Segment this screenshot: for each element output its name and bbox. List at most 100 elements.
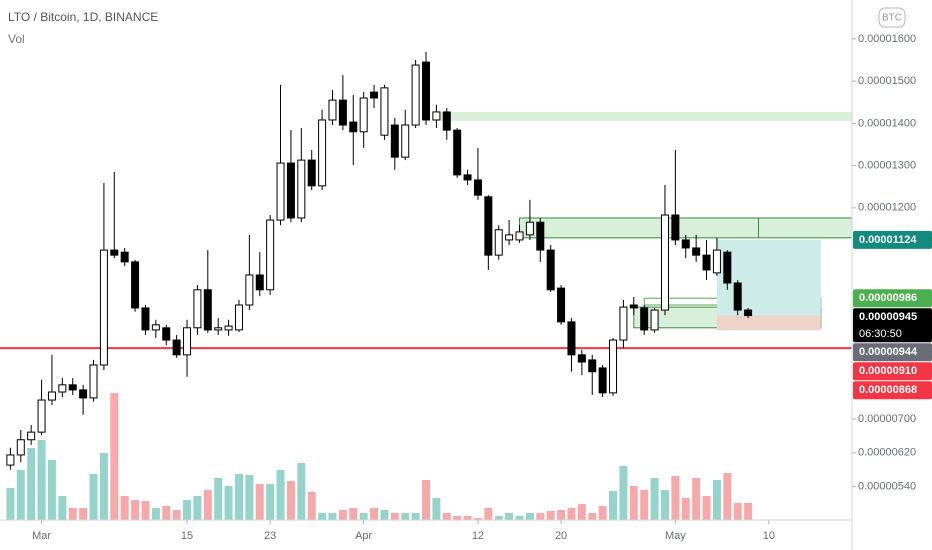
volume-bar: [338, 510, 347, 520]
volume-bar: [525, 513, 534, 520]
candle-body: [453, 129, 462, 176]
volume-bar: [494, 516, 503, 520]
zone: [716, 239, 821, 316]
price-label-box: [853, 343, 932, 362]
currency-label[interactable]: BTC: [882, 13, 902, 24]
volume-bar: [318, 513, 327, 520]
candle-body: [629, 304, 638, 309]
volume-bar: [99, 453, 108, 520]
candle-body: [224, 325, 233, 331]
volume-bar: [463, 516, 472, 520]
volume-bar: [214, 478, 223, 520]
volume-bar: [255, 484, 264, 520]
volume-bar: [110, 393, 119, 520]
x-tick-label: 10: [763, 530, 775, 542]
y-tick-label: 0.00001200: [858, 202, 916, 214]
candle-body: [131, 261, 140, 309]
x-tick-label: 20: [555, 530, 567, 542]
currency-button[interactable]: [878, 7, 906, 28]
y-tick-label: 0.00001600: [858, 33, 916, 45]
volume-bar: [598, 506, 607, 520]
candle-body: [297, 159, 306, 219]
candle-body: [598, 367, 607, 394]
volume-bar: [141, 501, 150, 520]
candle-body: [557, 287, 566, 323]
candle-body: [6, 454, 15, 466]
volume-bar: [151, 508, 160, 520]
volume-bar: [619, 466, 628, 520]
candle-body: [183, 327, 192, 356]
volume-bar: [692, 478, 701, 520]
volume-bar: [640, 490, 649, 520]
candle-body: [484, 196, 493, 256]
volume-bar: [6, 488, 15, 520]
volume-bar: [328, 513, 337, 520]
volume-bar: [557, 510, 566, 520]
volume-bar: [286, 481, 295, 520]
candle-body: [380, 87, 389, 136]
candle-body: [120, 251, 129, 263]
y-tick-label: 0.00000620: [858, 447, 916, 459]
candle-body: [401, 124, 410, 158]
candle-body: [255, 274, 264, 291]
zone: [716, 315, 821, 331]
y-tick-label: 0.00000540: [858, 481, 916, 493]
volume-bar: [411, 513, 420, 520]
volume-bar: [16, 470, 25, 520]
candle-body: [68, 384, 77, 391]
volume-bar: [660, 490, 669, 520]
volume-bar: [131, 500, 140, 520]
volume-bar: [671, 476, 680, 520]
candle-body: [16, 439, 25, 456]
candle-body: [141, 307, 150, 331]
candle-body: [27, 431, 36, 441]
candle-body: [266, 219, 275, 291]
candle-body: [702, 254, 711, 271]
volume-bar: [744, 503, 753, 520]
candle-body: [58, 384, 67, 393]
volume-bar: [297, 463, 306, 520]
candle-body: [286, 162, 295, 219]
candles: [6, 51, 753, 470]
candle-body: [536, 221, 545, 251]
candle-body: [660, 214, 669, 311]
candle-body: [744, 309, 753, 317]
candle-body: [505, 234, 514, 241]
volume-bar: [203, 490, 212, 520]
candle-body: [723, 251, 732, 284]
volume-bar: [577, 504, 586, 520]
candle-body: [588, 359, 597, 373]
volume-bar: [47, 460, 56, 520]
volume-bar: [567, 508, 576, 520]
zone: [519, 217, 853, 239]
volume-bar: [505, 513, 514, 520]
candle-body: [359, 97, 368, 133]
candle-body: [349, 121, 358, 133]
x-tick-label: 12: [472, 530, 484, 542]
volume-bar: [712, 480, 721, 520]
candle-body: [567, 321, 576, 356]
candle-body: [494, 229, 503, 256]
x-tick-label: Mar: [32, 530, 51, 542]
volume-bar: [245, 475, 254, 520]
price-label: 0.00000945: [859, 311, 917, 323]
volume-bar: [442, 513, 451, 520]
candle-body: [390, 124, 399, 158]
candle-body: [733, 282, 742, 311]
candle-body: [473, 179, 482, 196]
price-label: 0.00000868: [859, 384, 917, 396]
volume-bar: [473, 518, 482, 520]
volume-bar: [266, 484, 275, 520]
volume-title: Vol: [8, 32, 25, 46]
candle-body: [162, 327, 171, 341]
candle-body: [234, 304, 243, 331]
x-tick-label: Apr: [355, 530, 372, 542]
volume-bar: [681, 498, 690, 520]
price-label-box: [853, 362, 932, 381]
volume-bar: [733, 503, 742, 520]
symbol-title: LTO / Bitcoin, 1D, BINANCE: [8, 10, 158, 24]
candle-body: [671, 214, 680, 241]
volume-bar: [27, 448, 36, 520]
